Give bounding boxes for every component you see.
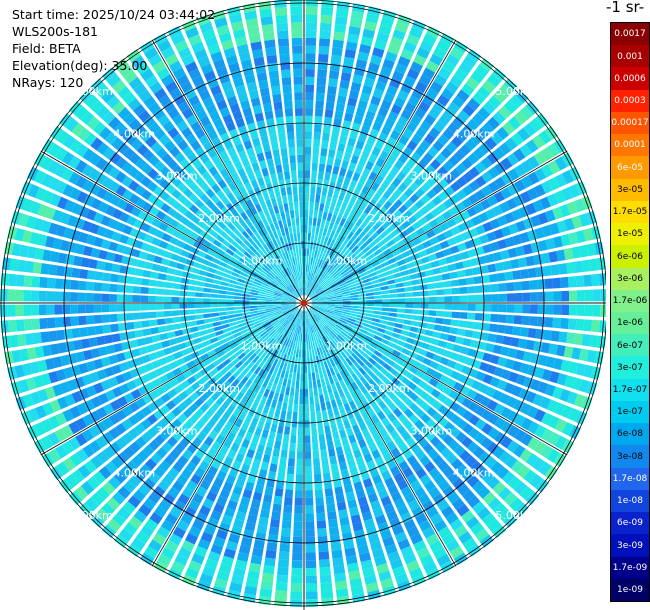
colorbar-tick-label: 3e-06 — [611, 267, 649, 291]
instrument-text: WLS200s-181 — [12, 24, 98, 39]
colorbar-tick-label: 1e-06 — [611, 312, 649, 335]
colorbar-tick-label: 1e-08 — [611, 489, 649, 513]
range-label: 4.00km — [453, 467, 495, 480]
colorbar-tick-label: 1.7e-05 — [611, 200, 649, 224]
colorbar-tick-label: 3e-08 — [611, 445, 649, 469]
colorbar-tick-label: 6e-09 — [611, 512, 649, 535]
azimuth-spoke — [303, 302, 568, 456]
colorbar-tick-label: 0.001 — [611, 45, 649, 68]
range-label: 5.00km — [71, 509, 113, 522]
range-label: 1.00km — [326, 255, 368, 268]
colorbar-tick-label: 1.7e-09 — [611, 556, 649, 580]
field-text: Field: BETA — [12, 41, 81, 56]
colorbar-tick-label: 0.00017 — [611, 111, 649, 135]
ppi-plot: 1.00km 1.00km 1.00km 1.00km 2.00km 2.00km 2.00… — [0, 0, 606, 610]
colorbar-tick-label: 0.0003 — [611, 89, 649, 113]
colorbar-tick-label: 6e-06 — [611, 245, 649, 268]
colorbar-tick-label: 3e-07 — [611, 356, 649, 380]
colorbar-tick-label: 1e-09 — [611, 578, 649, 602]
azimuth-spoke — [151, 39, 305, 304]
range-label: 4.00km — [453, 127, 495, 140]
colorbar-tick-label: 1.7e-07 — [611, 378, 649, 402]
range-label: 4.00km — [114, 127, 156, 140]
range-label: 1.00km — [241, 339, 283, 352]
azimuth-spokes — [0, 0, 606, 610]
range-label: 3.00km — [156, 424, 198, 437]
colorbar-tick-label: 3e-05 — [611, 178, 649, 202]
range-label: 2.00km — [198, 212, 240, 225]
colorbar-tick-label: 1.7e-08 — [611, 467, 649, 491]
colorbar: 0.0017 0.001 0.0006 0.0003 0.00017 0.0001 6e-0… — [610, 22, 650, 602]
nrays-text: NRays: 120 — [12, 75, 84, 90]
range-label: 2.00km — [368, 382, 410, 395]
azimuth-spoke — [40, 150, 305, 304]
start-time-text: Start time: 2025/10/24 03:44:02 — [12, 7, 216, 22]
range-label: 4.00km — [114, 467, 156, 480]
colorbar-tick-label: 1e-05 — [611, 223, 649, 246]
range-labels: 1.00km 1.00km 1.00km 1.00km 2.00km 2.00km 2.00… — [71, 85, 537, 522]
azimuth-spoke — [303, 302, 457, 567]
info-panel: Start time: 2025/10/24 03:44:02 WLS200s-… — [12, 6, 215, 91]
colorbar-tick-label: 3e-09 — [611, 534, 649, 557]
colorbar-tick-label: 6e-05 — [611, 156, 649, 180]
range-label: 5.00km — [495, 509, 537, 522]
colorbar-title: -1 sr- — [606, 0, 645, 16]
azimuth-spoke — [303, 150, 568, 304]
colorbar-tick-label: 1e-07 — [611, 400, 649, 424]
range-label: 2.00km — [368, 212, 410, 225]
elevation-text: Elevation(deg): 35.00 — [12, 58, 148, 73]
range-label: 5.00km — [71, 85, 113, 98]
colorbar-tick-label: 0.0017 — [611, 23, 649, 46]
range-label: 5.00km — [495, 85, 537, 98]
colorbar-tick-label: 0.0001 — [611, 134, 649, 157]
colorbar-tick-label: 1.7e-06 — [611, 289, 649, 313]
colorbar-tick-label: 0.0006 — [611, 67, 649, 91]
azimuth-spoke — [303, 39, 457, 304]
range-label: 1.00km — [326, 339, 368, 352]
colorbar-tick-label: 6e-08 — [611, 423, 649, 446]
range-label: 1.00km — [241, 255, 283, 268]
colorbar-tick-label: 6e-07 — [611, 334, 649, 357]
range-label: 3.00km — [410, 170, 452, 183]
range-label: 2.00km — [198, 382, 240, 395]
range-label: 3.00km — [410, 424, 452, 437]
range-label: 3.00km — [156, 170, 198, 183]
ray-sectors — [0, 0, 606, 607]
azimuth-spoke — [40, 302, 305, 456]
azimuth-spoke — [151, 302, 305, 567]
